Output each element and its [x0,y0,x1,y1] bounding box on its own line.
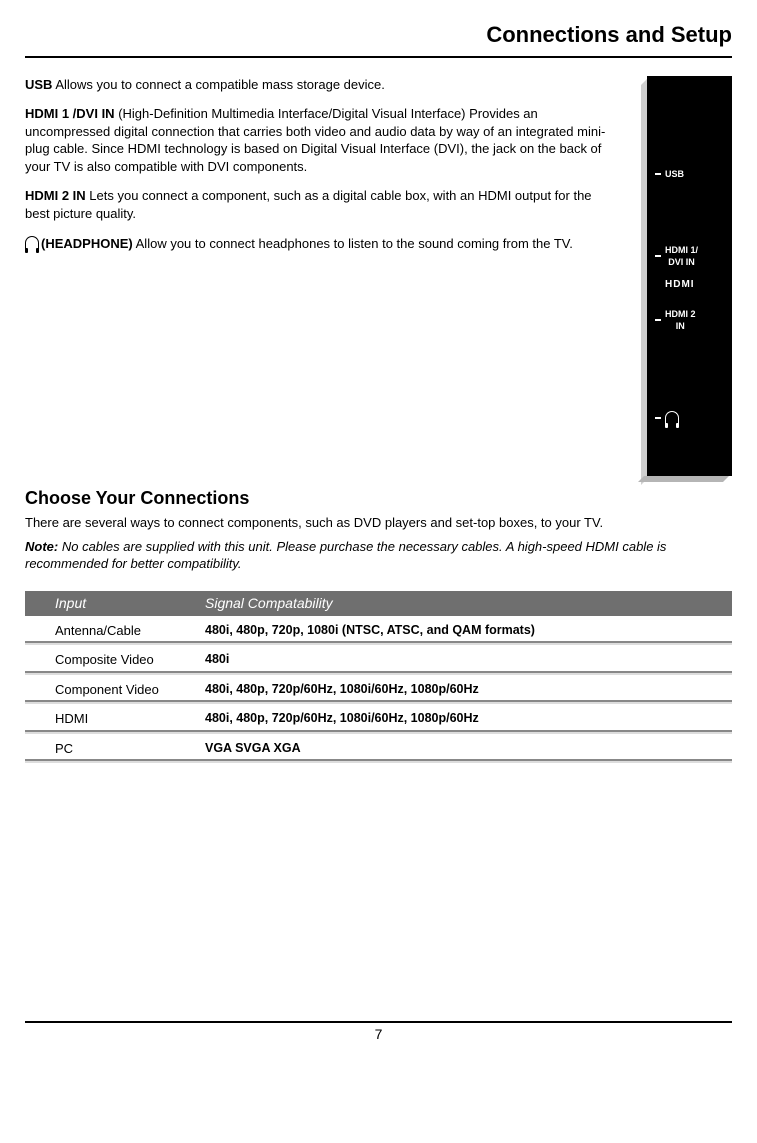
hdmi2-description: HDMI 2 IN Lets you connect a component, … [25,187,609,222]
row-signal: VGA SVGA XGA [205,740,732,758]
note-text: No cables are supplied with this unit. P… [25,539,666,572]
page-footer: 7 [25,1021,732,1044]
row-signal: 480i, 480p, 720p/60Hz, 1080i/60Hz, 1080p… [205,681,732,699]
top-section: USB Allows you to connect a compatible m… [25,76,732,476]
usb-description: USB Allows you to connect a compatible m… [25,76,609,94]
row-signal: 480i [205,651,732,669]
row-input: HDMI [25,710,205,728]
panel-usb-label: USB [665,168,684,180]
usb-term: USB [25,77,52,92]
hdmi2-text: Lets you connect a component, such as a … [25,188,592,221]
table-row: HDMI 480i, 480p, 720p/60Hz, 1080i/60Hz, … [25,704,732,732]
row-input: Composite Video [25,651,205,669]
panel-port-hdmi1: HDMI 1/ DVI IN [655,244,698,268]
choose-intro: There are several ways to connect compon… [25,514,732,532]
choose-heading: Choose Your Connections [25,486,732,510]
panel-body: USB HDMI 1/ DVI IN HDMI HDMI 2 IN [647,76,732,476]
hdmi-logo: HDMI [665,278,695,292]
panel-port-usb: USB [655,168,684,180]
choose-note: Note: No cables are supplied with this u… [25,538,732,573]
page-title: Connections and Setup [25,20,732,58]
headphone-text: Allow you to connect headphones to liste… [136,236,573,251]
table-row: Composite Video 480i [25,645,732,673]
hdmi1-slot-icon [655,255,661,257]
panel-hdmi1-label: HDMI 1/ DVI IN [665,244,698,268]
row-input: PC [25,740,205,758]
hdmi1-term: HDMI 1 /DVI IN [25,106,115,121]
headphone-slot-icon [655,417,661,419]
page-number: 7 [375,1026,383,1042]
row-signal: 480i, 480p, 720p, 1080i (NTSC, ATSC, and… [205,622,732,640]
table-row: PC VGA SVGA XGA [25,734,732,762]
headphone-description: (HEADPHONE) Allow you to connect headpho… [25,235,609,253]
compat-header-row: Input Signal Compatability [25,591,732,616]
row-signal: 480i, 480p, 720p/60Hz, 1080i/60Hz, 1080p… [205,710,732,728]
table-row: Antenna/Cable 480i, 480p, 720p, 1080i (N… [25,616,732,644]
hdmi1-description: HDMI 1 /DVI IN (High-Definition Multimed… [25,105,609,175]
hdmi2-term: HDMI 2 IN [25,188,86,203]
hdmi2-slot-icon [655,319,661,321]
usb-slot-icon [655,173,661,175]
rear-panel-diagram: USB HDMI 1/ DVI IN HDMI HDMI 2 IN [627,76,732,476]
panel-headphone-icon [665,411,679,425]
compat-table: Input Signal Compatability Antenna/Cable… [25,591,732,762]
header-signal: Signal Compatability [205,594,732,613]
port-descriptions: USB Allows you to connect a compatible m… [25,76,609,476]
header-input: Input [25,594,205,613]
panel-port-hdmi2: HDMI 2 IN [655,308,696,332]
note-label: Note: [25,539,58,554]
usb-text: Allows you to connect a compatible mass … [55,77,385,92]
panel-port-headphone [655,411,679,425]
headphone-icon [25,236,39,250]
headphone-term: (HEADPHONE) [41,236,133,251]
panel-hdmi2-label: HDMI 2 IN [665,308,696,332]
row-input: Antenna/Cable [25,622,205,640]
table-row: Component Video 480i, 480p, 720p/60Hz, 1… [25,675,732,703]
row-input: Component Video [25,681,205,699]
